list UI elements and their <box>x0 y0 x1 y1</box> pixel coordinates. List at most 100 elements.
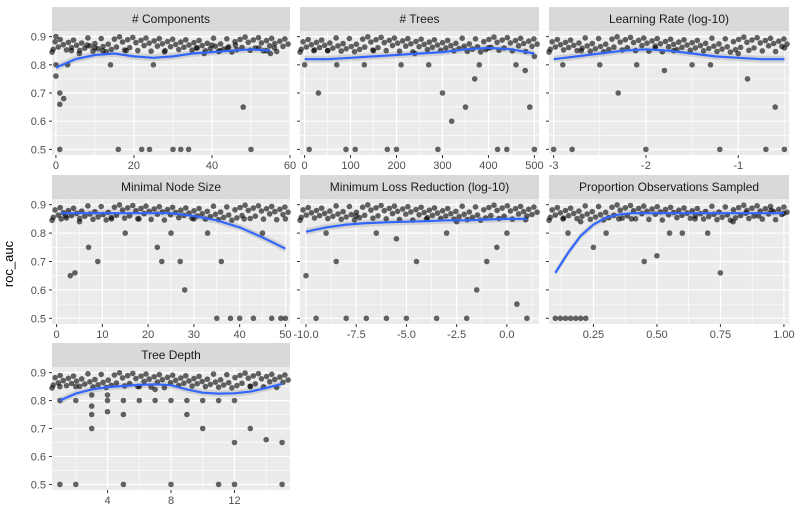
facet-title: Tree Depth <box>141 348 201 362</box>
data-point <box>554 204 561 211</box>
data-point <box>459 35 466 41</box>
data-point <box>57 204 63 211</box>
data-point <box>609 204 615 210</box>
data-point <box>164 206 171 213</box>
data-point <box>178 375 184 381</box>
data-point <box>88 425 95 432</box>
data-point <box>313 207 320 214</box>
data-point <box>643 146 649 153</box>
smooth-line <box>304 46 535 61</box>
data-point <box>263 37 270 44</box>
data-point <box>602 41 609 47</box>
data-point <box>325 47 331 54</box>
data-point <box>189 383 195 389</box>
data-point <box>403 211 409 217</box>
data-point <box>229 217 235 223</box>
data-point <box>514 301 520 307</box>
data-point <box>365 34 371 40</box>
data-point <box>305 36 312 43</box>
data-point <box>531 204 537 210</box>
data-point <box>776 38 782 44</box>
data-point <box>204 40 211 47</box>
data-point <box>499 205 506 211</box>
data-point <box>191 39 197 46</box>
data-point <box>311 47 318 53</box>
data-point <box>352 146 359 153</box>
data-point <box>268 203 275 210</box>
data-point <box>68 44 75 51</box>
data-point <box>178 39 184 45</box>
data-point <box>176 214 182 221</box>
data-point <box>494 146 501 153</box>
data-point <box>741 34 747 40</box>
data-point <box>85 371 91 377</box>
data-point <box>303 212 310 218</box>
data-point <box>424 214 431 221</box>
data-point <box>681 37 687 43</box>
data-point <box>635 205 642 212</box>
data-point <box>119 39 126 45</box>
data-point <box>70 373 77 379</box>
data-point <box>517 203 524 210</box>
data-point <box>57 146 63 153</box>
data-point <box>237 36 243 43</box>
data-point <box>120 397 127 404</box>
data-point <box>670 41 677 48</box>
data-point <box>196 373 202 380</box>
data-point <box>762 37 769 44</box>
data-point <box>65 207 72 214</box>
data-point <box>104 392 111 398</box>
data-point <box>562 207 569 214</box>
data-point <box>732 215 739 221</box>
data-point <box>396 48 403 54</box>
data-point <box>649 206 655 212</box>
data-point <box>199 378 205 385</box>
data-point <box>619 215 625 221</box>
data-point <box>494 39 500 46</box>
data-point <box>494 207 500 214</box>
data-point <box>389 42 396 49</box>
data-point <box>784 209 790 215</box>
data-point <box>353 209 360 216</box>
data-point <box>754 203 760 209</box>
data-point <box>474 212 481 218</box>
data-point <box>589 40 596 47</box>
data-point <box>587 48 594 54</box>
x-tick-label: 40 <box>206 160 218 172</box>
data-point <box>694 205 701 212</box>
data-point <box>567 315 574 322</box>
data-point <box>159 258 165 265</box>
data-point <box>70 205 77 211</box>
data-point <box>285 209 291 215</box>
data-point <box>121 47 128 53</box>
data-point <box>176 46 182 53</box>
data-point <box>72 270 78 276</box>
data-point <box>115 146 122 153</box>
data-point <box>237 372 243 379</box>
data-point <box>298 46 305 53</box>
data-point <box>143 203 149 209</box>
data-point <box>730 38 737 45</box>
data-point <box>278 315 284 322</box>
data-point <box>426 39 433 45</box>
data-point <box>394 208 401 215</box>
data-point <box>630 39 637 46</box>
data-point <box>240 104 246 110</box>
data-point <box>220 382 227 388</box>
data-point <box>168 481 174 488</box>
facet-title: # Components <box>132 12 210 26</box>
data-point <box>170 146 176 153</box>
data-point <box>684 42 690 48</box>
data-point <box>183 37 189 43</box>
data-point <box>260 216 267 222</box>
x-tick-label: 0 <box>302 160 308 172</box>
data-point <box>252 213 259 219</box>
data-point <box>143 35 149 41</box>
data-point <box>212 211 219 218</box>
data-point <box>167 43 174 50</box>
facet-panel: # Trees 0 100 200 300 400 500 <box>297 7 544 172</box>
data-point <box>55 212 62 218</box>
data-point <box>100 43 106 50</box>
data-point <box>657 41 664 47</box>
